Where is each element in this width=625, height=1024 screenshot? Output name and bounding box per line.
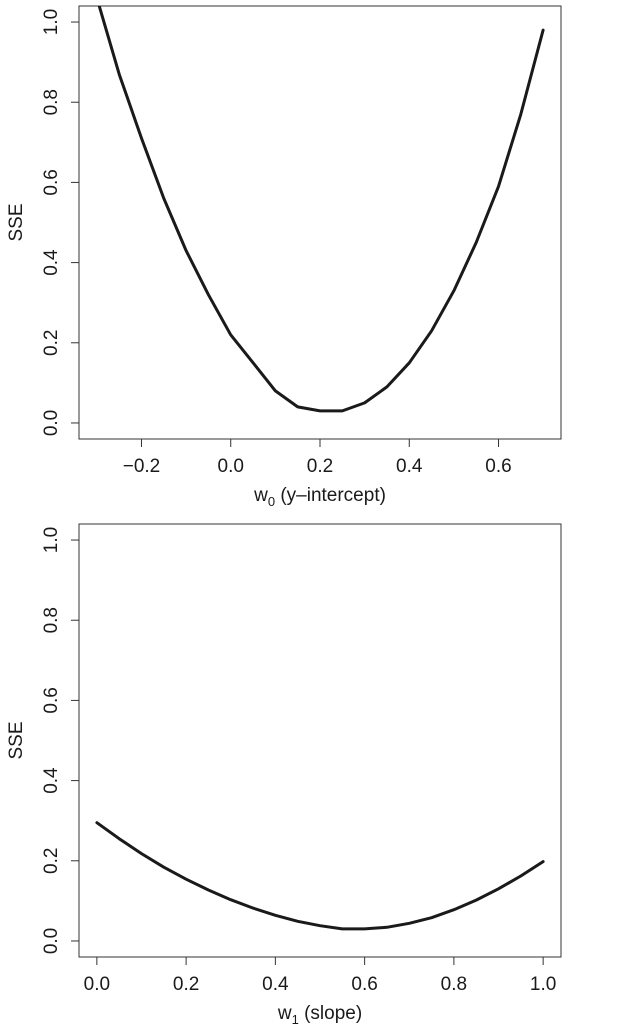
x-tick-label: 0.0 (218, 456, 244, 477)
x-tick-label: 0.2 (307, 456, 333, 477)
x-tick-label: 0.2 (173, 974, 199, 995)
top-panel-w0: −0.2 0.0 0.2 0.4 0.6 0.0 0.2 0.4 0.6 0.8 1.0 SSE w0 … (6, 5, 562, 509)
y-tick-label: 0.8 (41, 89, 62, 115)
y-tick-label: 0.6 (41, 687, 62, 713)
x-tick-label: −0.2 (123, 456, 161, 477)
y-tick-label: 1.0 (41, 527, 62, 553)
y-tick-label: 0.8 (41, 607, 62, 633)
y-tick-label: 0.6 (41, 169, 62, 195)
sse-curve (97, 6, 545, 413)
x-tick-label: 0.0 (84, 974, 110, 995)
y-tick-label: 0.0 (41, 928, 62, 954)
x-axis-label: w1 (slope) (277, 1003, 362, 1024)
plot-frame (78, 523, 562, 958)
x-tick-label: 0.6 (351, 974, 377, 995)
y-axis-label: SSE (6, 721, 27, 759)
y-tick-label: 0.2 (41, 848, 62, 874)
plot-frame (78, 5, 562, 440)
x-tick-label: 0.4 (396, 456, 423, 477)
x-axis-label: w0 (y–intercept) (253, 485, 386, 509)
bottom-panel-w1: 0.0 0.2 0.4 0.6 0.8 1.0 0.0 0.2 0.4 0.6 0.8 1.0 SSE w… (6, 523, 562, 1024)
y-tick-label: 0.4 (41, 249, 62, 276)
x-tick-label: 0.8 (441, 974, 467, 995)
y-axis-label: SSE (6, 203, 27, 241)
y-tick-label: 0.2 (41, 330, 62, 356)
x-tick-label: 1.0 (530, 974, 556, 995)
y-tick-label: 1.0 (41, 9, 62, 35)
x-tick-label: 0.4 (262, 974, 289, 995)
y-tick-label: 0.4 (41, 767, 62, 794)
x-tick-label: 0.6 (485, 456, 511, 477)
y-tick-label: 0.0 (41, 410, 62, 436)
sse-curve (95, 821, 545, 931)
